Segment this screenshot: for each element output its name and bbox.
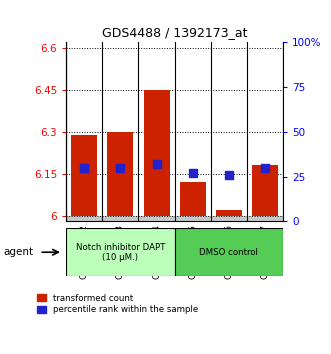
Bar: [180, 182, 206, 216]
Bar: [252, 165, 278, 216]
Text: DMSO control: DMSO control: [199, 248, 258, 257]
Bar: [107, 132, 133, 216]
Bar: [144, 90, 169, 216]
Text: Notch inhibitor DAPT
(10 μM.): Notch inhibitor DAPT (10 μM.): [76, 242, 165, 262]
Bar: [216, 210, 242, 216]
Bar: [66, 42, 283, 216]
Legend: transformed count, percentile rank within the sample: transformed count, percentile rank withi…: [37, 294, 198, 314]
Bar: [180, 182, 206, 216]
Point: [226, 172, 231, 178]
Bar: [144, 90, 169, 216]
Bar: [107, 132, 133, 216]
FancyBboxPatch shape: [175, 228, 283, 276]
Text: agent: agent: [3, 247, 33, 257]
Bar: [71, 135, 97, 216]
Bar: [252, 165, 278, 216]
Point: [154, 161, 159, 167]
Title: GDS4488 / 1392173_at: GDS4488 / 1392173_at: [102, 25, 247, 39]
Bar: [216, 210, 242, 216]
Point: [82, 165, 87, 171]
Point: [262, 165, 267, 171]
FancyBboxPatch shape: [66, 228, 175, 276]
Point: [118, 165, 123, 171]
Point: [190, 170, 195, 176]
Bar: [71, 135, 97, 216]
